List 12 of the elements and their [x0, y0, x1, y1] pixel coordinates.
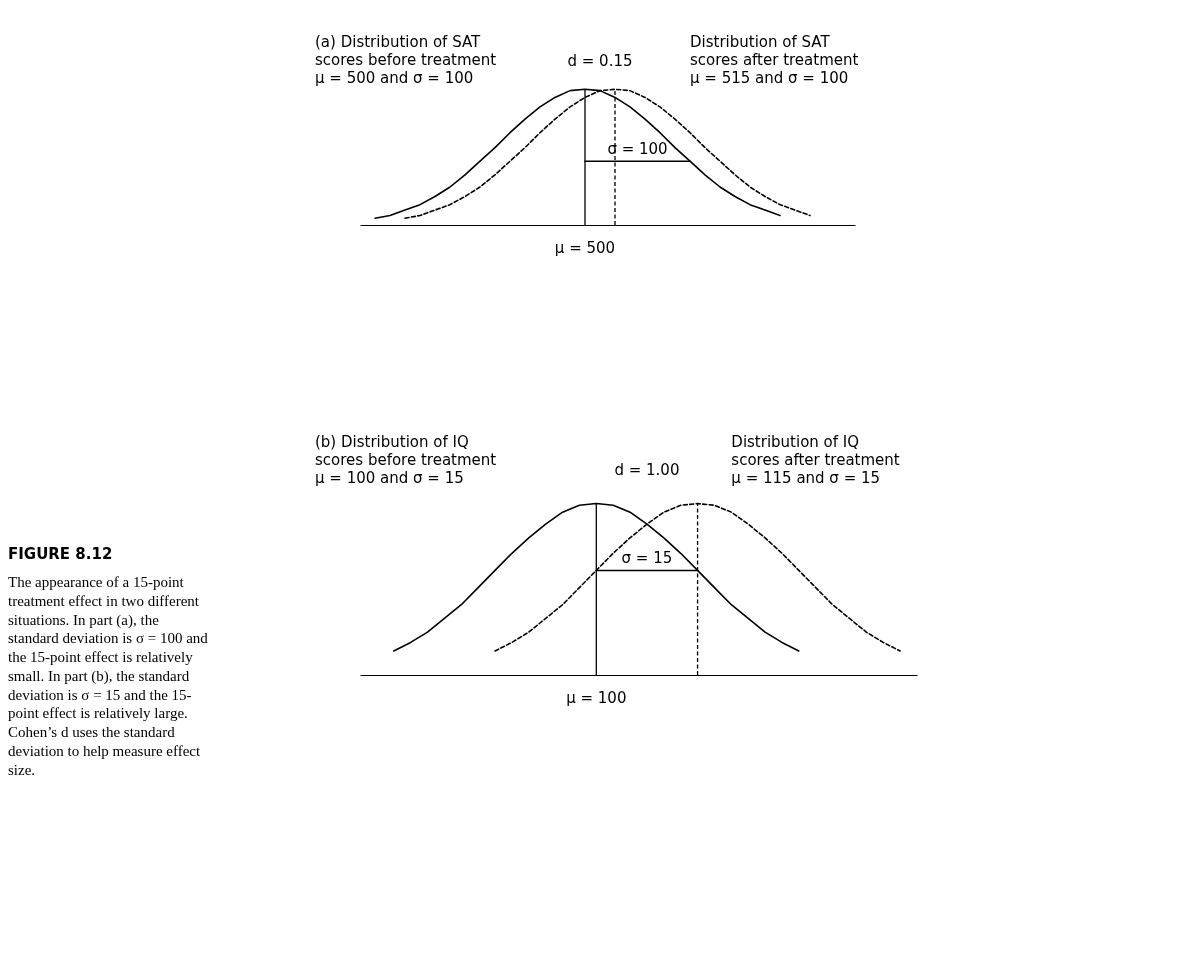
text: μ = 100 — [566, 689, 627, 707]
text: (a) Distribution of SAT scores before treatment μ = 500 and σ = 100 — [315, 33, 497, 87]
text: d = 1.00 — [614, 460, 680, 479]
text: Distribution of IQ scores after treatment μ = 115 and σ = 15 — [731, 433, 900, 487]
text: (b) Distribution of IQ scores before treatment μ = 100 and σ = 15 — [315, 433, 497, 487]
text: μ = 500 — [554, 239, 616, 257]
text: The appearance of a 15-point treatment effect in two different situations. In part (a), the standard deviation is σ = 100 and the 15-point effect is relatively small. In part (b), the standard deviation is σ = 15 and the 15-point effect is relatively large. Cohen’s d uses the standard deviation to help measure effect size. — [8, 574, 208, 778]
text: FIGURE 8.12 — [8, 545, 114, 563]
text: d = 0.15 — [567, 51, 633, 70]
annotation: σ = 100 — [607, 140, 668, 159]
text: Distribution of SAT scores after treatment μ = 515 and σ = 100 — [690, 33, 859, 87]
annotation: σ = 15 — [621, 549, 673, 568]
